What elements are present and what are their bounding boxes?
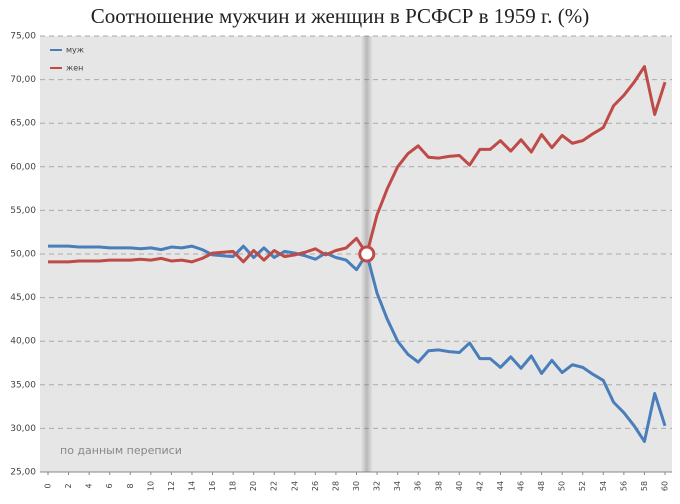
x-tick-label: 58 <box>640 481 649 491</box>
highlight-point <box>358 245 376 263</box>
x-tick-label: 46 <box>517 481 526 491</box>
chart-title: Соотношение мужчин и женщин в РСФСР в 19… <box>91 4 589 28</box>
y-tick-label: 30,00 <box>10 424 36 434</box>
y-tick-label: 60,00 <box>10 162 36 172</box>
legend-label: муж <box>66 46 84 55</box>
x-tick-label: 42 <box>475 481 484 491</box>
y-tick-label: 55,00 <box>10 206 36 216</box>
x-tick-label: 40 <box>455 481 464 491</box>
x-tick-label: 16 <box>208 481 217 491</box>
x-tick-label: 8 <box>126 483 135 488</box>
x-tick-label: 56 <box>619 481 628 491</box>
y-tick-label: 75,00 <box>10 32 36 42</box>
x-tick-label: 22 <box>270 481 279 491</box>
x-tick-label: 0 <box>44 483 53 488</box>
x-tick-label: 6 <box>105 483 114 488</box>
y-tick-label: 50,00 <box>10 250 36 260</box>
series-line <box>48 244 667 443</box>
x-tick-label: 4 <box>85 483 94 488</box>
legend-label: жен <box>66 64 83 73</box>
y-tick-label: 70,00 <box>10 75 36 85</box>
x-tick-label: 26 <box>311 481 320 491</box>
x-tick-label: 28 <box>331 481 340 491</box>
y-tick-label: 35,00 <box>10 380 36 390</box>
x-tick-label: 14 <box>187 481 196 491</box>
x-tick-label: 30 <box>352 481 361 491</box>
x-tick-label: 36 <box>414 481 423 491</box>
x-tick-label: 34 <box>393 481 402 491</box>
x-tick-label: 2 <box>64 483 73 488</box>
x-tick-label: 54 <box>599 481 608 491</box>
y-tick-label: 25,00 <box>10 468 36 478</box>
x-tick-label: 10 <box>146 481 155 491</box>
series-line <box>48 65 667 264</box>
x-tick-label: 38 <box>434 481 443 491</box>
y-tick-label: 40,00 <box>10 337 36 347</box>
annotation: по данным переписи <box>60 444 182 457</box>
x-tick-label: 52 <box>578 481 587 491</box>
x-tick-label: 48 <box>537 481 546 491</box>
x-tick-label: 50 <box>558 481 567 491</box>
x-tick-label: 24 <box>290 481 299 491</box>
x-tick-label: 12 <box>167 481 176 491</box>
y-tick-label: 45,00 <box>10 293 36 303</box>
y-tick-label: 65,00 <box>10 119 36 129</box>
x-tick-label: 18 <box>229 481 238 491</box>
x-tick-label: 60 <box>661 481 670 491</box>
x-tick-label: 44 <box>496 481 505 491</box>
x-tick-label: 32 <box>373 481 382 491</box>
x-tick-label: 20 <box>249 481 258 491</box>
